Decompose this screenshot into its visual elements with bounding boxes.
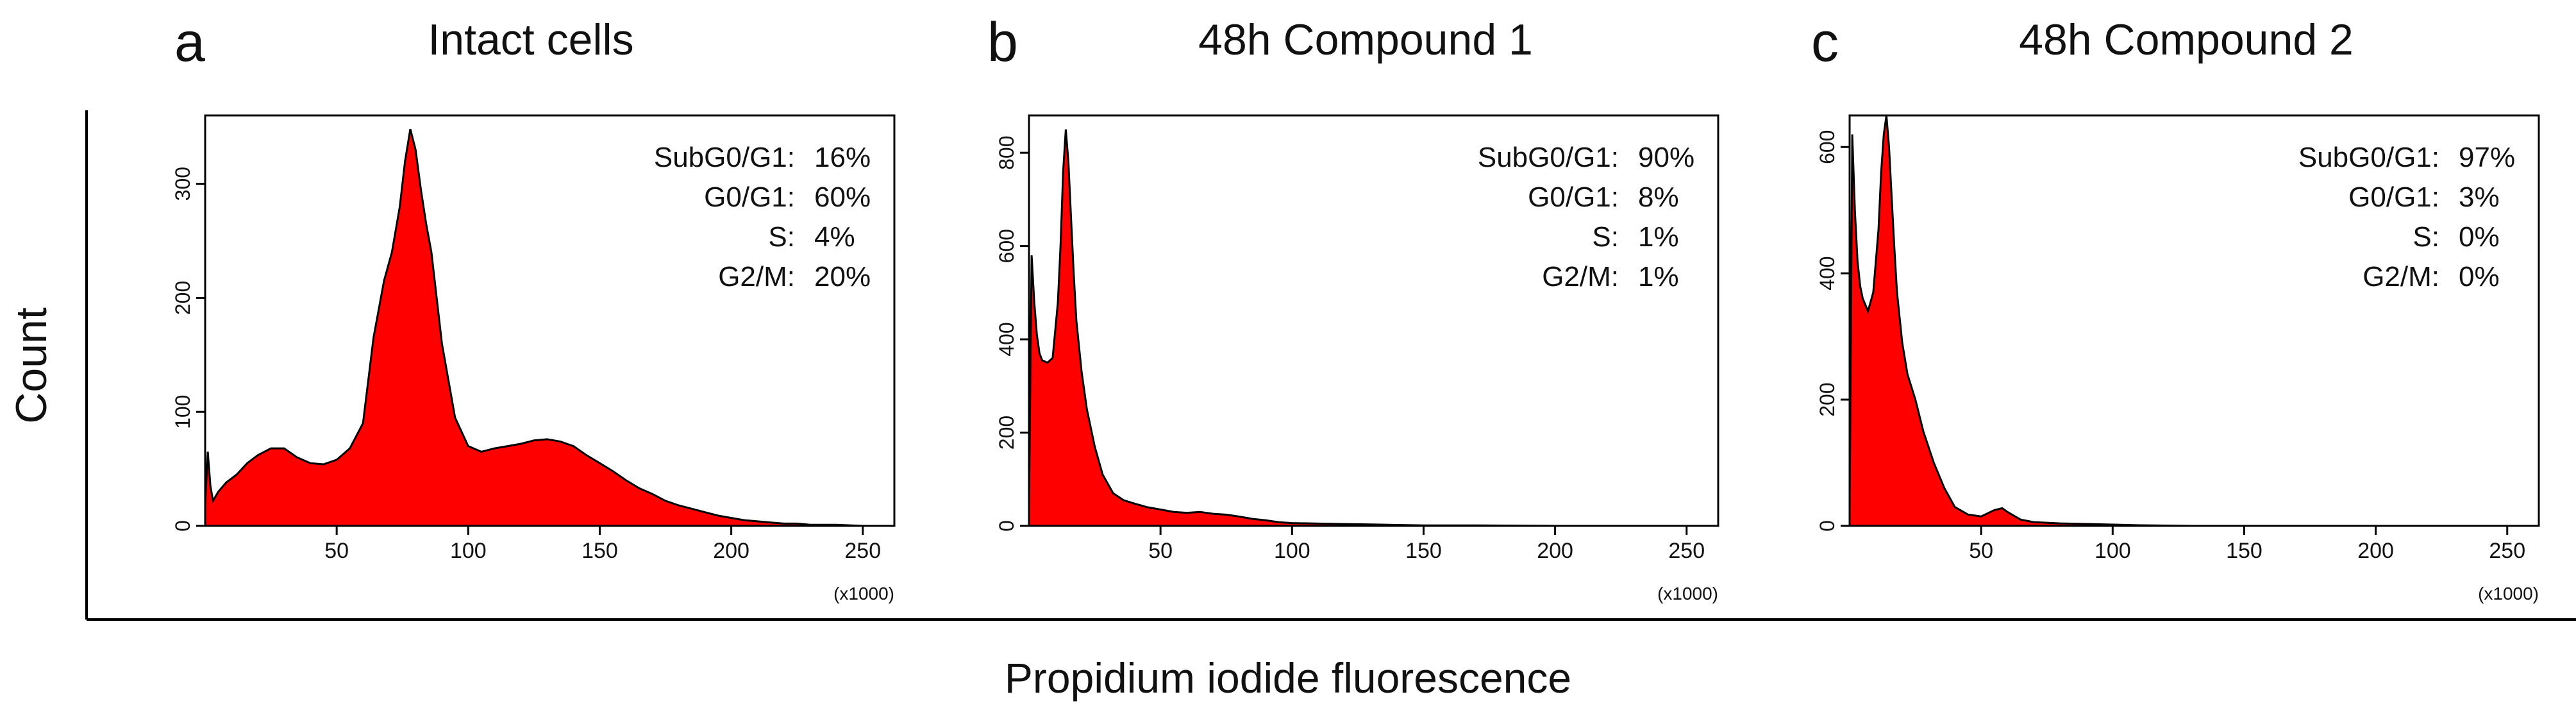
panel-letter: c (1811, 12, 1839, 73)
x-tick-label: 200 (2357, 539, 2394, 563)
histogram-area (205, 129, 889, 527)
histogram-panel-b: b 48h Compound 1 50 100 150 200 250 (x1000) 0 200… (987, 12, 1719, 603)
x-tick-label: 200 (713, 539, 749, 563)
panel-letter: a (174, 12, 205, 73)
figure-y-axis-label: Count (7, 307, 56, 424)
figure-x-axis-label: Propidium iodide fluorescence (1005, 654, 1571, 702)
x-tick-label: 100 (2095, 539, 2131, 563)
histogram-outline (1848, 115, 2534, 527)
x-tick-label: 100 (450, 539, 487, 563)
stat-value: 4% (814, 221, 855, 253)
y-tick-label: 200 (171, 281, 194, 315)
x-multiplier-label: (x1000) (2478, 584, 2539, 603)
x-multiplier-label: (x1000) (833, 584, 894, 603)
panel-title: 48h Compound 2 (2019, 15, 2354, 64)
stat-value: 90% (1638, 142, 1694, 173)
x-tick-label: 250 (1668, 539, 1705, 563)
x-multiplier-label: (x1000) (1657, 584, 1718, 603)
plot-frame (204, 114, 896, 527)
histogram-area (1850, 115, 2534, 526)
stat-value: 0% (2459, 221, 2500, 253)
plot-frame (1028, 114, 1719, 527)
stat-label: S: (2413, 221, 2439, 253)
x-tick-label: 100 (1274, 539, 1310, 563)
y-tick-label: 800 (995, 135, 1018, 169)
stat-value: 1% (1638, 261, 1679, 292)
y-tick-label: 600 (995, 229, 1018, 263)
y-tick-label: 100 (171, 395, 194, 429)
stat-value: 16% (814, 142, 871, 173)
histogram-area (1029, 129, 1713, 527)
histogram-panel-a: a Intact cells 50 100 150 200 250 (x1000) 0 100 20… (171, 12, 896, 603)
stat-label: SubG0/G1: (1478, 142, 1619, 173)
stat-label: S: (1592, 221, 1619, 253)
x-tick-label: 50 (1148, 539, 1173, 563)
stat-value: 20% (814, 261, 871, 292)
panel-title: 48h Compound 1 (1198, 15, 1533, 64)
stat-value: 8% (1638, 181, 1679, 213)
x-tick-label: 150 (2226, 539, 2262, 563)
x-tick-label: 50 (1969, 539, 1993, 563)
stat-label: G2/M: (718, 261, 795, 292)
stat-label: SubG0/G1: (2298, 142, 2439, 173)
y-tick-label: 400 (995, 322, 1018, 356)
y-tick-label: 0 (1816, 520, 1839, 532)
stat-value: 60% (814, 181, 871, 213)
stat-label: G0/G1: (2348, 181, 2439, 213)
histogram-outline (204, 128, 889, 527)
stat-value: 0% (2459, 261, 2500, 292)
histogram-panel-c: c 48h Compound 2 50 100 150 200 250 (x1000) 0 200… (1811, 12, 2540, 603)
y-tick-label: 200 (995, 416, 1018, 450)
stat-label: G0/G1: (1528, 181, 1619, 213)
stat-label: G2/M: (2363, 261, 2439, 292)
y-tick-label: 300 (171, 167, 194, 201)
y-tick-label: 600 (1816, 130, 1839, 164)
stat-value: 1% (1638, 221, 1679, 253)
stat-label: S: (768, 221, 795, 253)
panel-title: Intact cells (428, 15, 633, 64)
stat-value: 97% (2459, 142, 2515, 173)
y-tick-label: 0 (995, 520, 1018, 532)
panel-letter: b (987, 12, 1018, 73)
stat-label: SubG0/G1: (654, 142, 795, 173)
y-tick-label: 400 (1816, 256, 1839, 290)
x-tick-label: 50 (324, 539, 349, 563)
y-tick-label: 200 (1816, 382, 1839, 416)
x-tick-label: 250 (844, 539, 881, 563)
histogram-outline (1028, 129, 1713, 527)
x-tick-label: 200 (1537, 539, 1573, 563)
stat-label: G0/G1: (704, 181, 795, 213)
stat-value: 3% (2459, 181, 2500, 213)
x-tick-label: 150 (581, 539, 618, 563)
x-tick-label: 150 (1405, 539, 1442, 563)
x-tick-label: 250 (2489, 539, 2525, 563)
y-tick-label: 0 (171, 520, 194, 532)
stat-label: G2/M: (1542, 261, 1619, 292)
plot-frame (1848, 114, 2540, 527)
